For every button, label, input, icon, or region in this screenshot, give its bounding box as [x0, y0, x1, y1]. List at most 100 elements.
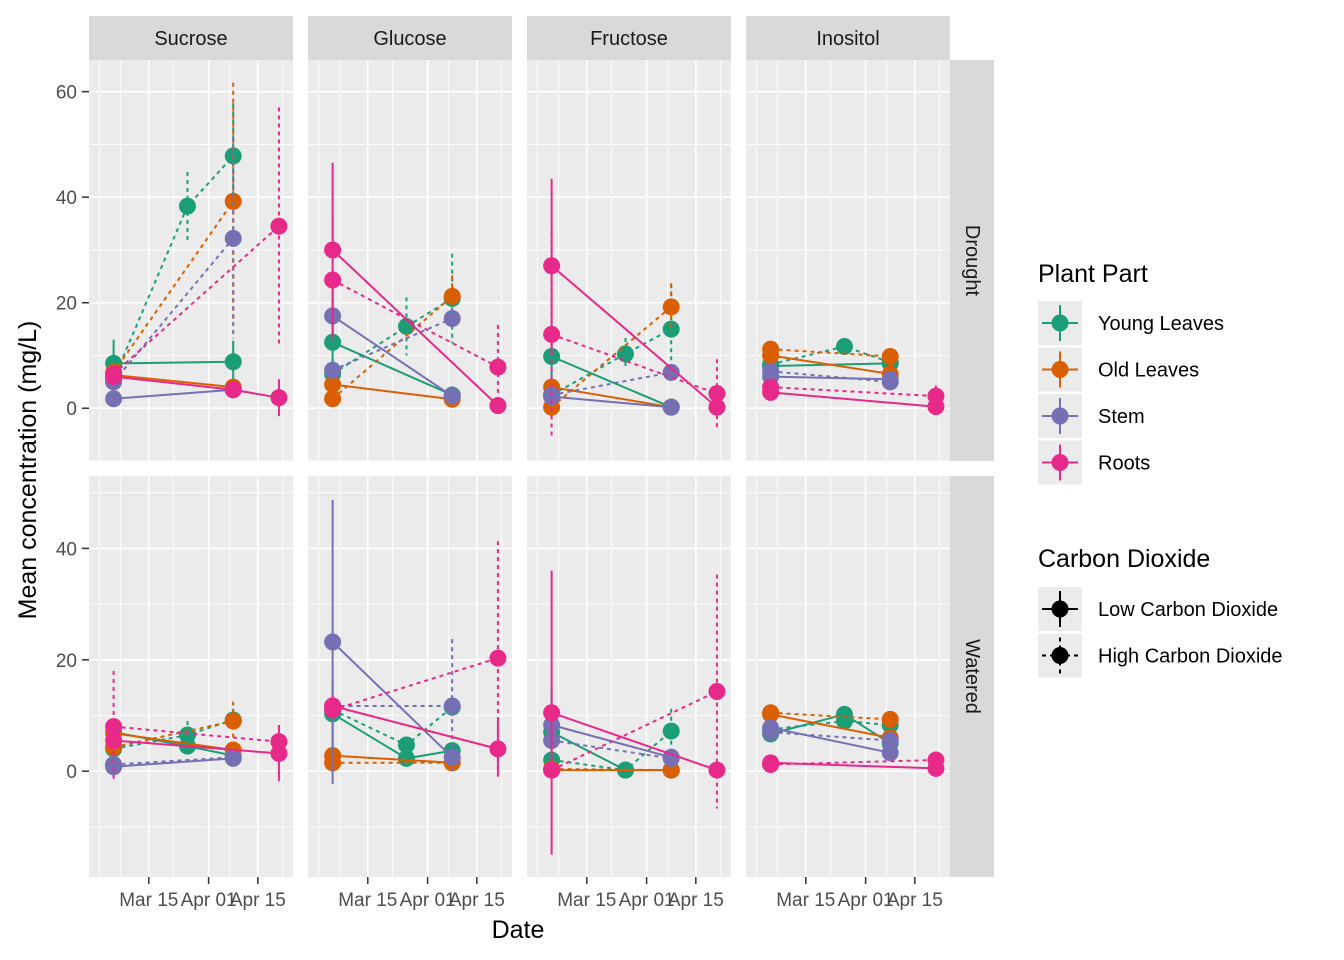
series-line — [331, 295, 453, 400]
series-line — [332, 657, 499, 711]
data-point — [324, 375, 342, 393]
data-point — [662, 298, 680, 316]
data-point — [443, 287, 461, 305]
data-point — [762, 340, 780, 358]
series-line — [551, 768, 672, 772]
data-point — [881, 373, 899, 391]
series-line — [770, 731, 891, 742]
legend-key-point — [1051, 647, 1069, 664]
data-point — [178, 197, 196, 215]
data-point — [762, 362, 780, 380]
data-point — [881, 732, 899, 750]
y-tick-label: 0 — [66, 399, 77, 420]
data-point — [762, 723, 780, 741]
legend-linetype-title: Carbon Dioxide — [1038, 545, 1210, 573]
facet-label-glucose: Glucose — [373, 28, 446, 50]
series-line — [770, 713, 891, 739]
data-point — [543, 761, 561, 779]
series-line — [113, 360, 234, 365]
facet-strip-glucose — [308, 16, 512, 60]
series-line — [332, 383, 453, 401]
data-point — [224, 353, 242, 371]
data-point — [105, 718, 123, 736]
data-point — [708, 683, 726, 701]
data-point — [662, 320, 680, 338]
data-point — [543, 704, 561, 722]
data-point — [270, 733, 288, 751]
x-tick-label: Apr 01 — [181, 890, 237, 911]
series-line — [113, 374, 234, 389]
data-point — [224, 381, 242, 399]
data-point — [270, 217, 288, 235]
data-point — [662, 722, 680, 740]
data-point — [489, 358, 507, 376]
panel-background — [527, 476, 731, 877]
data-point — [443, 748, 461, 766]
x-tick-label: Apr 01 — [619, 890, 675, 911]
series-line — [112, 200, 235, 373]
legend-key-point — [1051, 361, 1069, 378]
y-tick-label: 20 — [56, 651, 77, 672]
data-point — [662, 398, 680, 416]
data-point — [324, 333, 342, 351]
legend-item-label: High Carbon Dioxide — [1098, 646, 1283, 668]
data-point — [324, 271, 342, 289]
data-point — [178, 726, 196, 744]
panel-background — [746, 476, 950, 877]
series-line — [112, 155, 234, 380]
series-line — [770, 711, 891, 721]
y-axis-title: Mean concentration (mg/L) — [14, 321, 42, 620]
series-line — [113, 739, 279, 755]
facet-label-watered: Watered — [961, 639, 983, 714]
facet-label-sucrose: Sucrose — [154, 28, 227, 50]
data-point — [443, 310, 461, 328]
data-point — [397, 749, 415, 767]
data-point — [762, 378, 780, 396]
series-line — [113, 757, 234, 768]
series-line — [331, 249, 499, 407]
legend-key-point — [1051, 454, 1069, 471]
series-line — [770, 391, 936, 408]
legend-item-label: Old Leaves — [1098, 360, 1199, 382]
facet-strip-drought — [950, 60, 994, 461]
facet-label-drought: Drought — [961, 225, 983, 297]
series-line — [551, 690, 718, 772]
x-tick-label: Apr 15 — [230, 890, 286, 911]
data-point — [489, 649, 507, 667]
y-tick-label: 0 — [66, 762, 77, 783]
data-point — [270, 744, 288, 762]
data-point — [489, 740, 507, 758]
data-point — [543, 325, 561, 343]
series-line — [332, 315, 453, 397]
data-point — [224, 229, 242, 247]
series-line — [113, 756, 234, 766]
data-point — [224, 748, 242, 766]
data-point — [616, 345, 634, 363]
series-line — [770, 354, 891, 375]
data-point — [927, 751, 945, 769]
data-point — [324, 701, 342, 719]
x-tick-label: Apr 15 — [449, 890, 505, 911]
data-point — [543, 348, 561, 366]
series-line — [332, 297, 453, 375]
data-point — [324, 633, 342, 651]
panel-background — [89, 476, 293, 877]
panel-background — [746, 60, 950, 461]
series-line — [112, 225, 280, 375]
data-point — [105, 732, 123, 750]
series-line — [551, 355, 672, 409]
facet-strip-inositol — [746, 16, 950, 60]
legend-key-point — [1051, 407, 1069, 425]
series-line — [770, 375, 891, 381]
series-line — [551, 711, 718, 772]
legend-key-point — [1051, 314, 1069, 332]
data-point — [881, 348, 899, 366]
data-point — [324, 390, 342, 408]
series-line — [332, 754, 453, 764]
data-point — [270, 389, 288, 407]
series-line — [332, 317, 453, 372]
x-axis-title: Date — [492, 916, 545, 944]
x-tick-label: Apr 15 — [887, 890, 943, 911]
data-point — [762, 755, 780, 773]
